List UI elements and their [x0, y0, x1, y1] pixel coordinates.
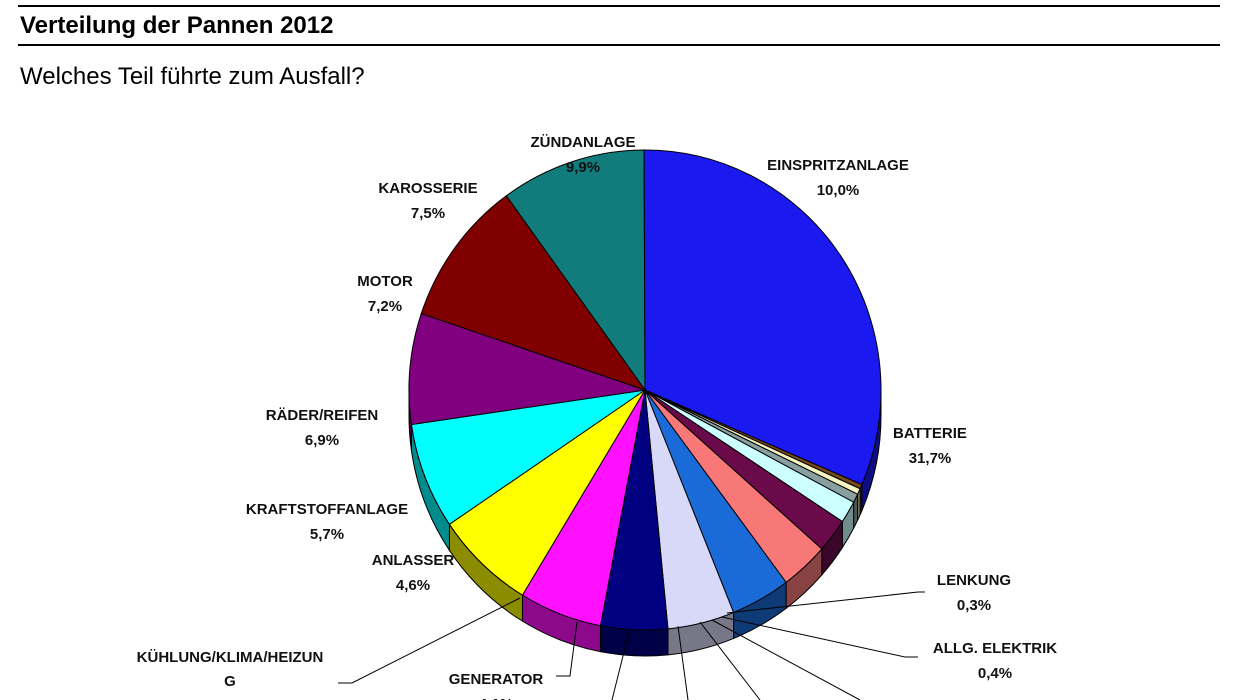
value-allg-elektrik: 0,4% — [978, 665, 1012, 682]
value-kraftstoffanlage: 5,7% — [310, 526, 344, 543]
value-lenkung: 0,3% — [957, 597, 991, 614]
label-lenkung: LENKUNG — [937, 572, 1011, 589]
label-karosserie: KAROSSERIE — [378, 180, 477, 197]
label-zundanlage: ZÜNDANLAGE — [531, 134, 636, 151]
leader-lines — [338, 591, 925, 700]
label-rader-reifen: RÄDER/REIFEN — [266, 407, 379, 424]
page-title: Verteilung der Pannen 2012 — [20, 12, 334, 39]
leader-line-kuhlung-klima-heizun-g — [338, 597, 521, 684]
value-karosserie: 7,5% — [411, 205, 445, 222]
leader-line-allg-elektrik — [721, 616, 918, 658]
top-rule — [18, 5, 1220, 7]
label-kraftstoffanlage: KRAFTSTOFFANLAGE — [246, 501, 408, 518]
label-einspritzanlage: EINSPRITZANLAGE — [767, 157, 909, 174]
leader-line-offscreen-4 — [711, 619, 861, 700]
value-einspritzanlage: 10,0% — [817, 182, 860, 199]
pie-slice-karosserie — [408, 312, 646, 426]
leader-line-generator — [556, 621, 578, 677]
slice-labels: EINSPRITZANLAGE 10,0% BATTERIE 31,7% LENKUNG… — [137, 134, 1058, 700]
leader-line-offscreen-3 — [699, 621, 761, 700]
label-generator: GENERATOR — [449, 671, 544, 688]
value-generator: 4,1% — [479, 696, 513, 700]
value-anlasser: 4,6% — [396, 577, 430, 594]
title-underline — [18, 44, 1220, 46]
value-motor: 7,2% — [368, 298, 402, 315]
value-rader-reifen: 6,9% — [305, 432, 339, 449]
pie-slice-einspritzanlage — [505, 149, 646, 392]
label-batterie: BATTERIE — [893, 425, 967, 442]
page-subtitle: Welches Teil führte zum Ausfall? — [20, 63, 365, 90]
leader-line-offscreen-1 — [611, 627, 631, 700]
value-batterie: 31,7% — [909, 450, 952, 467]
pie-slice-batterie — [643, 149, 882, 486]
label-kuhlung-klima-heizun-g-line2: G — [224, 673, 236, 690]
pie-slice-motor — [410, 389, 646, 526]
label-anlasser: ANLASSER — [372, 552, 455, 569]
label-motor: MOTOR — [357, 273, 413, 290]
leader-line-lenkung — [726, 591, 925, 614]
pie-slices — [408, 149, 882, 631]
label-kuhlung-klima-heizun-g: KÜHLUNG/KLIMA/HEIZUN — [137, 649, 324, 666]
leader-line-offscreen-2 — [677, 625, 689, 700]
pie-slice-rader-reifen — [448, 389, 646, 596]
label-allg-elektrik: ALLG. ELEKTRIK — [933, 640, 1057, 657]
pie-slice-zundanlage — [420, 195, 647, 391]
value-zundanlage: 9,9% — [566, 159, 600, 176]
